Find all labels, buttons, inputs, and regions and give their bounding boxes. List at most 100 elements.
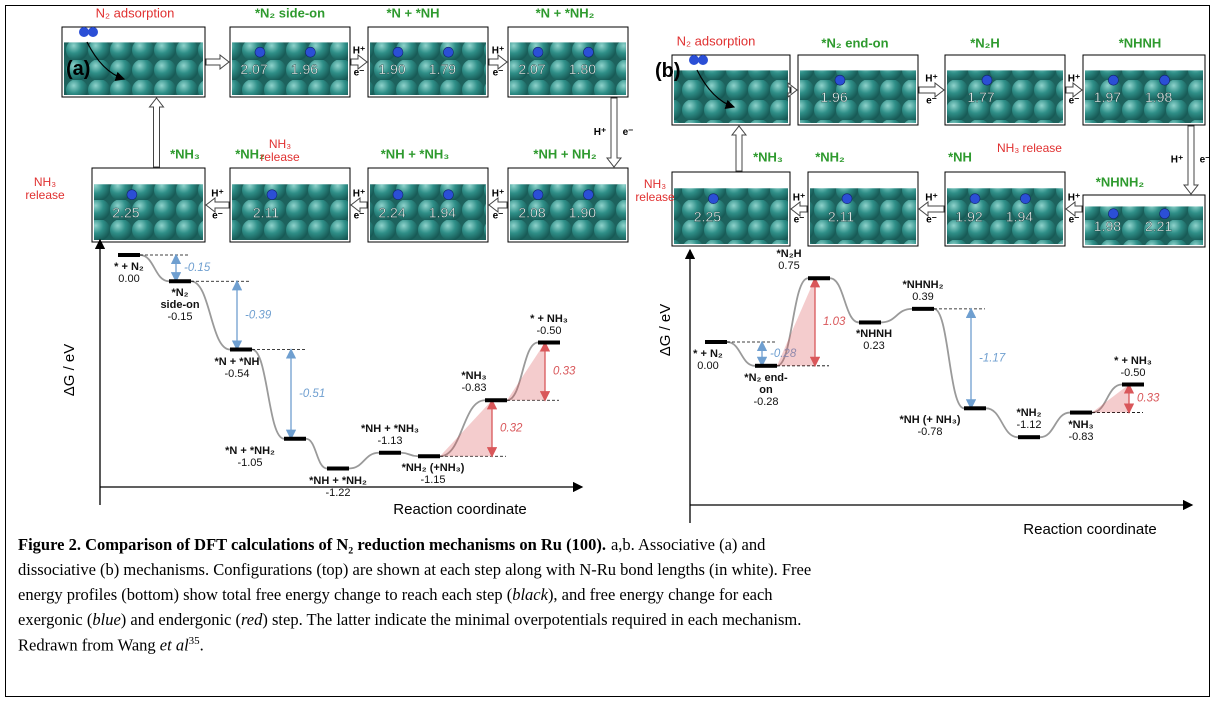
electron-label: e⁻ [493, 211, 504, 222]
electron-label: e⁻ [623, 127, 634, 138]
x-axis-label: Reaction coordinate [1023, 521, 1156, 538]
level-label: *NH + *NH₃-1.13 [361, 423, 419, 447]
level-value: -1.15 [402, 474, 465, 486]
energy-level [808, 276, 830, 280]
surface-slab [800, 70, 916, 123]
electron-label: e⁻ [212, 211, 223, 222]
level-value: -0.54 [215, 368, 260, 380]
energy-level [859, 320, 881, 324]
proton-label: H⁺ [1171, 155, 1184, 166]
level-label: *N₂ side-on-0.15 [158, 287, 202, 323]
caption-line: exergonic (blue) and endergonic (red) st… [18, 610, 801, 630]
caption-text: ), and free energy change for each [548, 585, 773, 604]
nitrogen-atom [583, 47, 593, 57]
electron-label: e⁻ [1069, 215, 1080, 226]
nitrogen-atom [533, 190, 543, 200]
caption-line: dissociative (b) mechanisms. Configurati… [18, 560, 811, 580]
bond-length: 2.25 [694, 209, 721, 225]
energy-level [418, 454, 440, 458]
energy-level [379, 451, 401, 455]
nitrogen-atom [835, 75, 845, 85]
caption-text: dissociative (b) mechanisms. Configurati… [18, 560, 811, 579]
caption-line: energy profiles (bottom) show total free… [18, 585, 773, 605]
figure: *N₂ side-on2.071.96*N + *NH1.901.79*N + … [0, 0, 1216, 703]
bond-length: 2.07 [240, 61, 267, 77]
energy-level [327, 467, 349, 471]
step-value: 0.32 [500, 422, 523, 434]
nitrogen-atom [393, 47, 403, 57]
level-name: *NH (+ NH₃) [899, 414, 960, 426]
level-label: *N + *NH-0.54 [215, 356, 260, 380]
molecule-atom [689, 55, 699, 65]
level-value: 0.39 [903, 291, 944, 303]
level-value: -0.78 [899, 426, 960, 438]
energy-level [284, 437, 306, 441]
bond-length: 2.11 [828, 209, 854, 225]
panel-label: (a) [66, 58, 90, 81]
config-label: *N + *NH₂ [536, 5, 595, 20]
level-value: -0.50 [530, 325, 568, 337]
level-label: *N₂ end-on-0.28 [744, 372, 788, 408]
level-name: *NH + *NH₂ [309, 475, 367, 487]
electron-label: e⁻ [493, 68, 504, 79]
level-name: *NH₃ [461, 370, 486, 382]
level-name: * + N₂ [693, 348, 723, 360]
electron-label: e⁻ [354, 211, 365, 222]
energy-level [964, 406, 986, 410]
energy-level [230, 348, 252, 352]
config-label: *NH₃ [170, 146, 200, 161]
energy-level [1122, 383, 1144, 387]
electron-label: e⁻ [354, 68, 365, 79]
caption-text: Figure 2. Comparison of DFT calculations… [18, 535, 606, 554]
level-label: *NHNH₂0.39 [903, 279, 944, 303]
step-value: -0.39 [245, 309, 272, 321]
nitrogen-atom [305, 47, 315, 57]
y-axis-label: ΔG / eV [657, 304, 674, 357]
proton-label: H⁺ [1068, 74, 1081, 85]
config-label: *NH + NH₂ [533, 146, 596, 161]
config-label: *NHNH [1119, 35, 1162, 50]
step-arrow [607, 98, 621, 167]
caption-text: Redrawn from Wang [18, 636, 160, 655]
electron-label: e⁻ [1069, 96, 1080, 107]
level-name: *N + *NH [215, 356, 260, 368]
bond-length: 2.07 [518, 61, 545, 77]
level-value: -0.50 [1114, 367, 1152, 379]
step-shade [507, 343, 545, 401]
level-value: 0.00 [693, 360, 723, 372]
release-label: NH₃ release [20, 176, 70, 202]
bond-length: 1.96 [820, 89, 847, 105]
level-name: *NHNH₂ [903, 279, 944, 291]
release-label: NH₃ release [997, 142, 1047, 155]
energy-level [118, 253, 140, 257]
bond-length: 1.96 [291, 61, 318, 77]
level-label: *NH + *NH₂-1.22 [309, 475, 367, 499]
energy-level [1070, 411, 1092, 415]
bond-length: 1.98 [1094, 218, 1121, 234]
level-name: * + NH₃ [1114, 355, 1152, 367]
nitrogen-atom [1108, 75, 1118, 85]
proton-label: H⁺ [492, 189, 505, 200]
bond-length: 1.92 [955, 209, 982, 225]
bond-length: 1.94 [1006, 209, 1033, 225]
adsorption-label: N₂ adsorption [96, 5, 175, 20]
config-label: *N₂H [970, 35, 1000, 50]
level-name: *N₂H [776, 248, 801, 260]
nitrogen-atom [708, 194, 718, 204]
proton-label: H⁺ [925, 193, 938, 204]
y-axis-label: ΔG / eV [61, 344, 78, 397]
level-value: -1.13 [361, 435, 419, 447]
x-axis-label: Reaction coordinate [393, 501, 526, 518]
nitrogen-atom [982, 75, 992, 85]
caption-text: red [241, 610, 262, 629]
config-label: *NH₂ [815, 149, 845, 164]
step-arrow [206, 55, 229, 69]
bond-length: 1.90 [378, 61, 405, 77]
level-label: *N + *NH₂-1.05 [225, 445, 275, 469]
proton-label: H⁺ [492, 46, 505, 57]
level-label: *NH₂-1.12 [1016, 407, 1041, 431]
level-value: -0.28 [744, 396, 788, 408]
config-label: *N₂ side-on [255, 5, 325, 20]
step-value: 0.33 [1137, 393, 1160, 405]
